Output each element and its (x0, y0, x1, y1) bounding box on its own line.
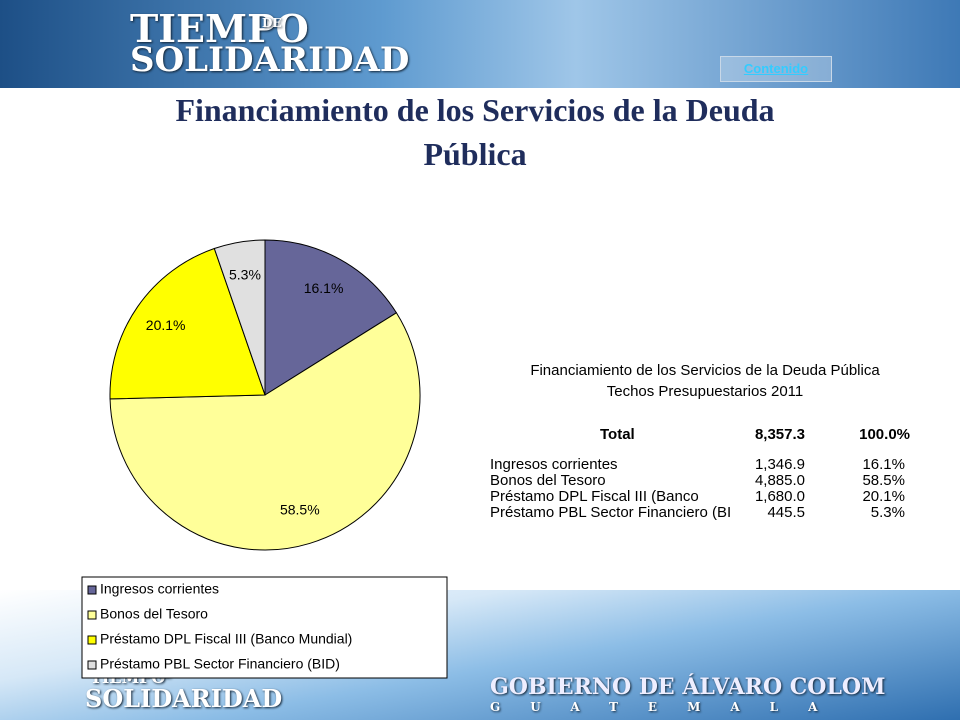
logo-text: TIEMPO (130, 6, 309, 51)
cell: 100.0% (859, 426, 910, 443)
logo-text: DE (262, 16, 282, 30)
cell: 16.1% (862, 456, 905, 473)
table-row: Préstamo DPL Fiscal III (Banco 1,680.0 20.… (485, 488, 925, 505)
footer-band: TIEMPO DE SOLIDARIDAD GOBIERNO DE ÁLVARO… (0, 590, 960, 720)
cell: 445.5 (767, 504, 805, 521)
pie-slice (109, 312, 421, 551)
cell: Ingresos corrientes (490, 456, 618, 473)
slide-title: Financiamiento de los Servicios de la De… (175, 92, 775, 172)
pie-slice (264, 239, 398, 396)
cell: 4,885.0 (754, 472, 805, 489)
slice-label: 58.5% (280, 501, 320, 517)
table-title: Financiamiento de los Servicios de la De… (530, 362, 880, 379)
country: GUATEMALA (490, 700, 848, 714)
cell: 20.1% (862, 488, 905, 505)
table-body: Ingresos corrientes 1,346.9 16.1% Bonos del… (485, 456, 925, 521)
cell: 8,357.3 (754, 426, 805, 443)
slice-label: 16.1% (304, 280, 344, 296)
cell: 1,346.9 (754, 456, 805, 473)
table-row: Ingresos corrientes 1,346.9 16.1% (485, 456, 925, 473)
cell: Bonos del Tesoro (490, 472, 606, 489)
nav-link[interactable]: Contenido (720, 56, 832, 82)
pie-slice (109, 247, 266, 400)
pie-slice (213, 239, 266, 396)
table-title: Techos Presupuestarios 2011 (606, 383, 804, 400)
cell: Total (600, 426, 635, 443)
cell: 58.5% (862, 472, 905, 489)
table-row: Préstamo PBL Sector Financiero (BI 445.5 5… (485, 504, 925, 521)
logo-text: SOLIDARIDAD (130, 40, 410, 80)
logo-text: SOLIDARIDAD (85, 684, 283, 713)
cell: Préstamo PBL Sector Financiero (BI (490, 504, 732, 521)
summary-table: Financiamiento de los Servicios de la De… (485, 360, 925, 521)
table-row: Bonos del Tesoro 4,885.0 58.5% (485, 472, 925, 489)
logo-text: DE (158, 670, 172, 680)
government: GOBIERNO DE ÁLVARO COLOM (490, 674, 886, 700)
slice-label: 5.3% (229, 266, 261, 282)
cell: 1,680.0 (754, 488, 805, 505)
cell: Préstamo DPL Fiscal III (Banco (490, 488, 699, 505)
cell: 5.3% (870, 504, 905, 521)
total-row: Total 8,357.3 100.0% (485, 426, 925, 446)
slice-label: 20.1% (146, 317, 186, 333)
banner: TIEMPO DE SOLIDARIDAD (0, 0, 960, 88)
